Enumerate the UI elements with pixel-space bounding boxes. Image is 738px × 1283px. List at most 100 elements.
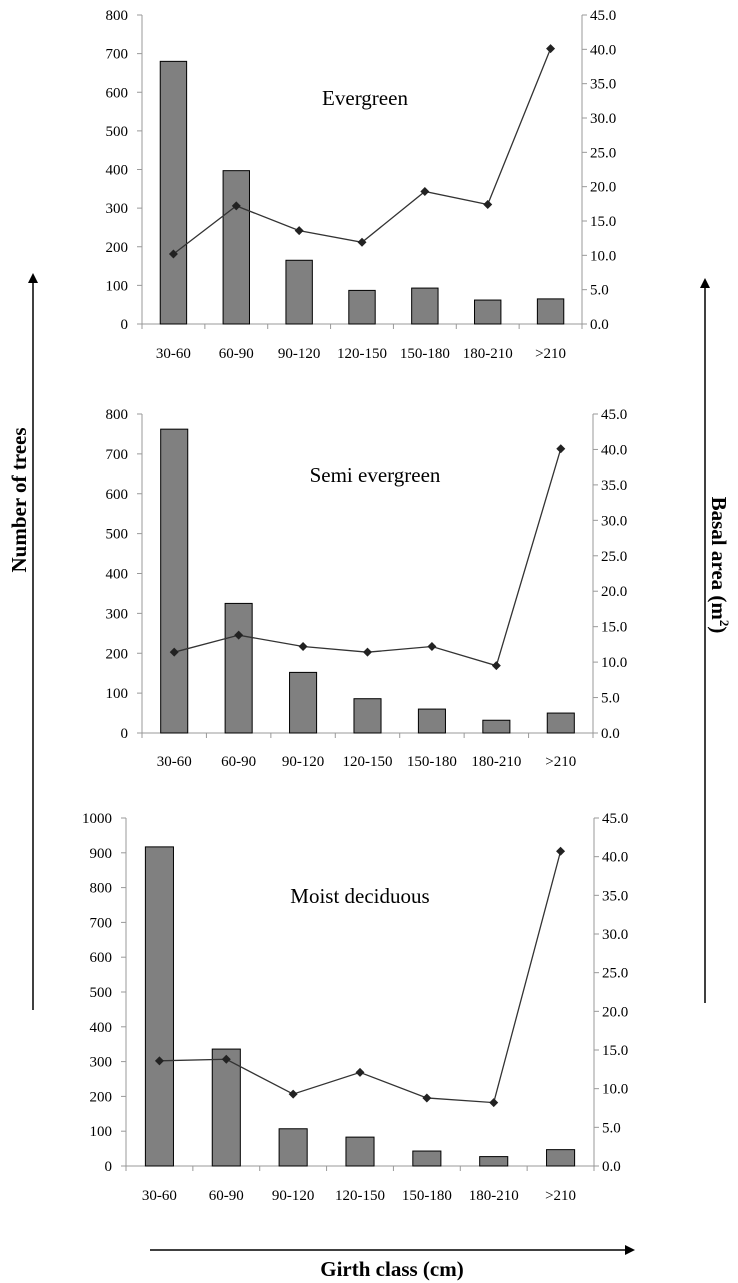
left-tick-label: 300 [90,1055,113,1071]
right-tick-label: 25.0 [590,145,616,161]
x-tick-label: 180-210 [471,754,521,770]
left-tick-label: 800 [90,881,113,897]
right-tick-label: 35.0 [602,888,628,904]
right-tick-label: 35.0 [601,478,627,494]
right-tick-label: 15.0 [602,1043,628,1059]
line-point [234,630,244,640]
line-point [169,647,179,657]
left-tick-label: 700 [90,915,113,931]
bar [211,1048,241,1167]
line-point [546,44,556,54]
bar [144,846,174,1167]
chart-panel-1: 0 100 200 300 400 500 600 700 800 0.0 5.0 10.0 15.0 2… [106,8,617,362]
line-point [357,237,367,247]
left-tick-label: 400 [106,567,129,583]
bar [289,671,318,734]
bar [159,60,188,325]
right-tick-label: 15.0 [590,214,616,230]
x-tick-label: 180-210 [469,1188,519,1204]
x-tick-label: 150-180 [400,346,450,362]
right-tick-label: 45.0 [590,8,616,24]
line-point [420,186,430,196]
x-tick-label: 150-180 [402,1188,452,1204]
left-tick-label: 0 [105,1159,113,1175]
left-tick-label: 200 [90,1089,113,1105]
x-tick-label: 150-180 [407,754,457,770]
left-tick-label: 500 [90,985,113,1001]
bar [536,298,565,325]
right-tick-label: 20.0 [602,1004,628,1020]
line-point [231,201,241,211]
right-tick-label: 45.0 [602,811,628,827]
left-tick-label: 500 [106,527,129,543]
x-tick-label: >210 [545,754,576,770]
x-tick-label: 90-120 [272,1188,315,1204]
left-tick-label: 400 [90,1020,113,1036]
bar [353,698,382,734]
left-tick-label: 700 [106,447,129,463]
panel-title: Evergreen [322,86,408,110]
chart-panel-2: 0 100 200 300 400 500 600 700 800 0.0 5.0 10.0 15.0 2… [106,407,628,770]
right-tick-label: 15.0 [601,620,627,636]
bar [411,287,439,325]
left-tick-label: 400 [106,163,129,179]
bar [224,602,253,734]
left-tick-label: 0 [121,726,129,742]
left-axis-label: Number of trees [7,427,31,572]
x-tick-label: 120-150 [337,346,387,362]
line-point [168,249,178,259]
line-point [355,1067,365,1077]
line-point [556,846,566,856]
x-tick-label: 60-90 [219,346,254,362]
line-point [154,1056,164,1066]
line-point [363,647,372,657]
bar [348,289,376,325]
x-tick-label: 60-90 [209,1188,244,1204]
left-tick-label: 300 [106,606,129,622]
x-tick-label: 180-210 [463,346,513,362]
x-tick-label: 120-150 [335,1188,385,1204]
bar [222,170,250,325]
bar [285,259,313,325]
left-tick-label: 800 [106,8,129,24]
right-tick-label: 30.0 [602,927,628,943]
bar [546,1149,576,1167]
x-tick-label: 90-120 [278,346,321,362]
left-tick-label: 200 [106,240,129,256]
line-point [294,226,304,236]
left-tick-label: 100 [90,1124,113,1140]
x-tick-label: >210 [545,1188,576,1204]
right-tick-label: 40.0 [601,442,627,458]
left-tick-label: 600 [90,950,113,966]
line-point [556,444,566,454]
right-tick-label: 0.0 [601,726,620,742]
left-tick-label: 1000 [82,811,112,827]
x-tick-label: 30-60 [156,346,191,362]
line-point [221,1054,231,1064]
right-tick-label: 5.0 [590,283,609,299]
left-tick-label: 600 [106,487,129,503]
right-tick-label: 20.0 [601,584,627,600]
right-tick-label: 40.0 [602,850,628,866]
line-point [298,642,308,652]
bar [345,1136,375,1167]
right-tick-label: 20.0 [590,180,616,196]
line-point [489,1098,499,1108]
left-tick-label: 0 [121,317,129,333]
x-tick-label: 90-120 [282,754,325,770]
right-tick-label: 45.0 [601,407,627,423]
line-point [427,642,437,652]
x-tick-label: 120-150 [343,754,393,770]
right-tick-label: 0.0 [590,317,609,333]
x-tick-label: 60-90 [221,754,256,770]
right-tick-label: 10.0 [602,1082,628,1098]
chart-panel-3: 0 100 200 300 400 500 600 700 800 900 1000 0.0 5.0 10… [82,811,628,1204]
left-tick-label: 200 [106,646,129,662]
left-tick-label: 100 [106,278,129,294]
left-tick-label: 700 [106,47,129,63]
left-tick-label: 600 [106,85,129,101]
right-tick-label: 25.0 [602,966,628,982]
line-point [288,1089,298,1099]
right-tick-label: 5.0 [602,1120,621,1136]
